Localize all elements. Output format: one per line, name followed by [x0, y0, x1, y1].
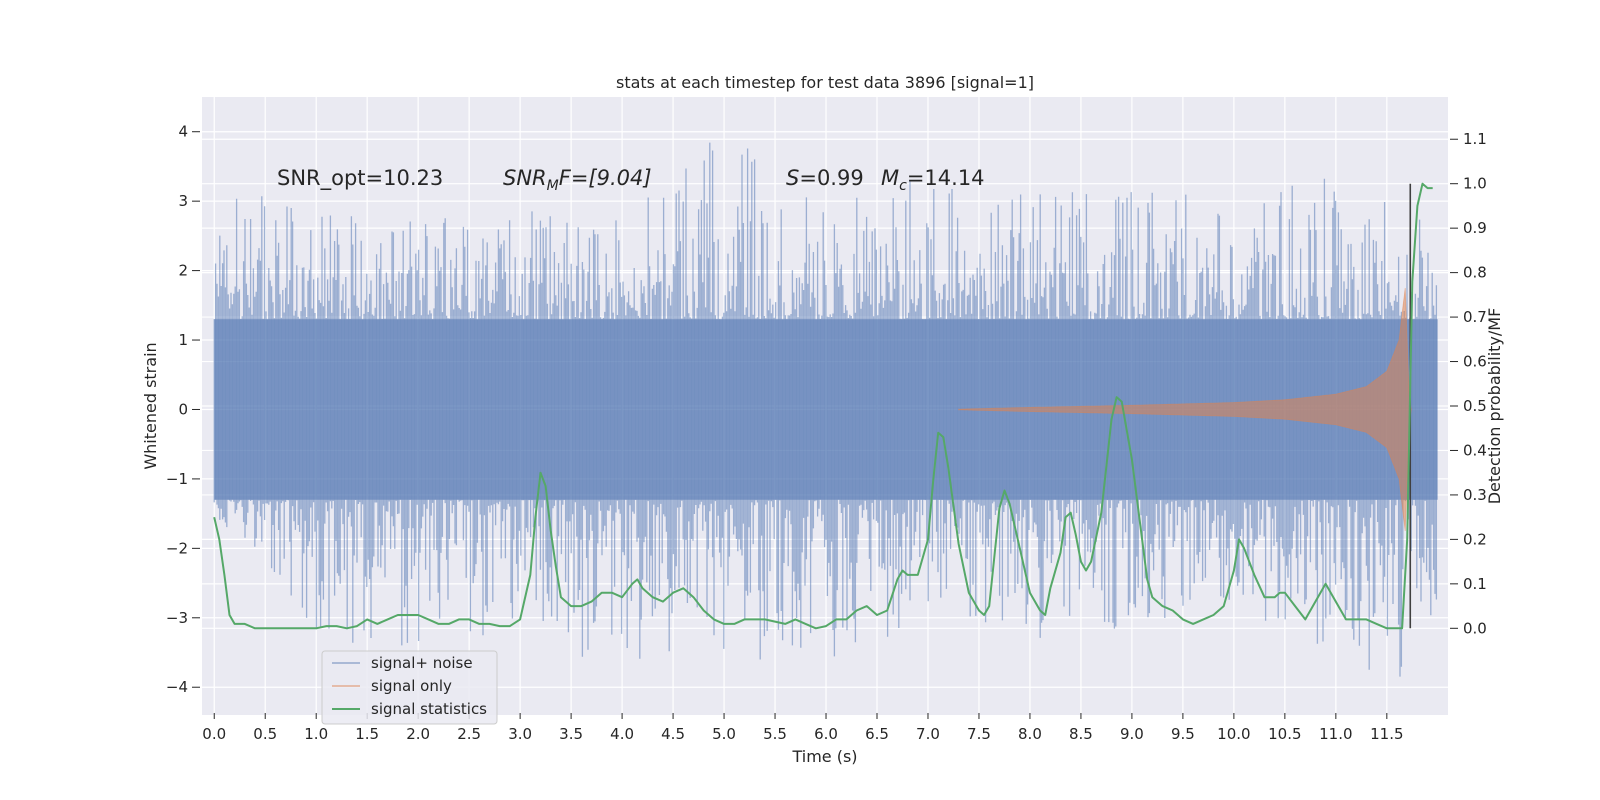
legend-label-signal-statistics: signal statistics [371, 700, 487, 718]
x-tick-label: 10.5 [1268, 725, 1301, 743]
y-tick-label: 1 [178, 331, 188, 349]
legend-label-signal-only: signal only [371, 677, 452, 695]
x-tick-label: 3.5 [559, 725, 583, 743]
y2-tick-label: 0.2 [1463, 530, 1487, 548]
x-tick-label: 7.5 [967, 725, 991, 743]
signal-statistics-line [213, 182, 1433, 630]
x-tick-label: 0.0 [202, 725, 226, 743]
legend-label-signal-noise: signal+ noise [371, 654, 473, 672]
y2-tick-label: 0.4 [1463, 441, 1487, 459]
y-tick-label: −1 [166, 470, 188, 488]
x-tick-label: 0.5 [253, 725, 277, 743]
x-tick-label: 8.5 [1069, 725, 1093, 743]
legend: signal+ noise signal only signal statist… [321, 650, 498, 725]
x-tick-label: 4.5 [661, 725, 685, 743]
legend-box [321, 650, 498, 725]
y-tick-label: −2 [166, 539, 188, 557]
y-tick-label: 2 [178, 262, 188, 280]
y2-tick-label: 0.6 [1463, 353, 1487, 371]
chart-title: stats at each timestep for test data 389… [616, 73, 1034, 92]
annotation-snr-mf: SNRMF=[9.04] [503, 166, 652, 194]
x-tick-label: 9.5 [1171, 725, 1195, 743]
x-axis-label: Time (s) [791, 747, 857, 766]
x-tick-label: 1.5 [355, 725, 379, 743]
x-tick-label: 7.0 [916, 725, 940, 743]
x-tick-label: 10.0 [1217, 725, 1250, 743]
x-tick-label: 8.0 [1018, 725, 1042, 743]
x-tick-label: 11.5 [1370, 725, 1403, 743]
x-tick-label: 9.0 [1120, 725, 1144, 743]
x-tick-label: 4.0 [610, 725, 634, 743]
y-tick-label: 3 [178, 192, 188, 210]
y-tick-label: 4 [178, 123, 188, 141]
y2-tick-label: 0.3 [1463, 486, 1487, 504]
y-axis-label: Whitened strain [141, 342, 160, 469]
signal-statistics-series [213, 182, 1433, 630]
y2-tick-label: 0.7 [1463, 308, 1487, 326]
x-tick-label: 5.0 [712, 725, 736, 743]
x-tick-label: 6.0 [814, 725, 838, 743]
y2-tick-label: 1.1 [1463, 130, 1487, 148]
y-tick-label: −3 [166, 609, 188, 627]
x-tick-label: 3.0 [508, 725, 532, 743]
x-tick-label: 1.0 [304, 725, 328, 743]
y-axis-ticks: −4 −3 −2 −1 0 1 2 3 4 [166, 123, 200, 696]
y-tick-label: −4 [166, 678, 188, 696]
x-tick-label: 2.0 [406, 725, 430, 743]
y2-tick-label: 0.8 [1463, 264, 1487, 282]
y2-tick-label: 0.9 [1463, 219, 1487, 237]
y2-tick-label: 1.0 [1463, 175, 1487, 193]
x-axis-ticks: 0.0 0.5 1.0 1.5 2.0 2.5 3.0 3.5 4.0 4.5 5.0 5.5 6.0 6… [202, 713, 1404, 743]
y2-tick-label: 0.5 [1463, 397, 1487, 415]
annotation-mc: Mc=14.14 [881, 166, 985, 194]
y2-tick-label: 0.1 [1463, 575, 1487, 593]
y2-tick-label: 0.0 [1463, 619, 1487, 637]
annotation-s: S=0.99 [786, 166, 864, 190]
x-tick-label: 5.5 [763, 725, 787, 743]
y2-axis-ticks: 0.0 0.1 0.2 0.3 0.4 0.5 0.6 0.7 0.8 0.9 1.0 1.1 [1450, 130, 1487, 637]
x-tick-label: 6.5 [865, 725, 889, 743]
y2-axis-label: Detection probability/MF [1485, 308, 1504, 505]
x-tick-label: 2.5 [457, 725, 481, 743]
annotation-snr-opt: SNR_opt=10.23 [277, 166, 443, 191]
y-tick-label: 0 [178, 400, 188, 418]
x-tick-label: 11.0 [1319, 725, 1352, 743]
